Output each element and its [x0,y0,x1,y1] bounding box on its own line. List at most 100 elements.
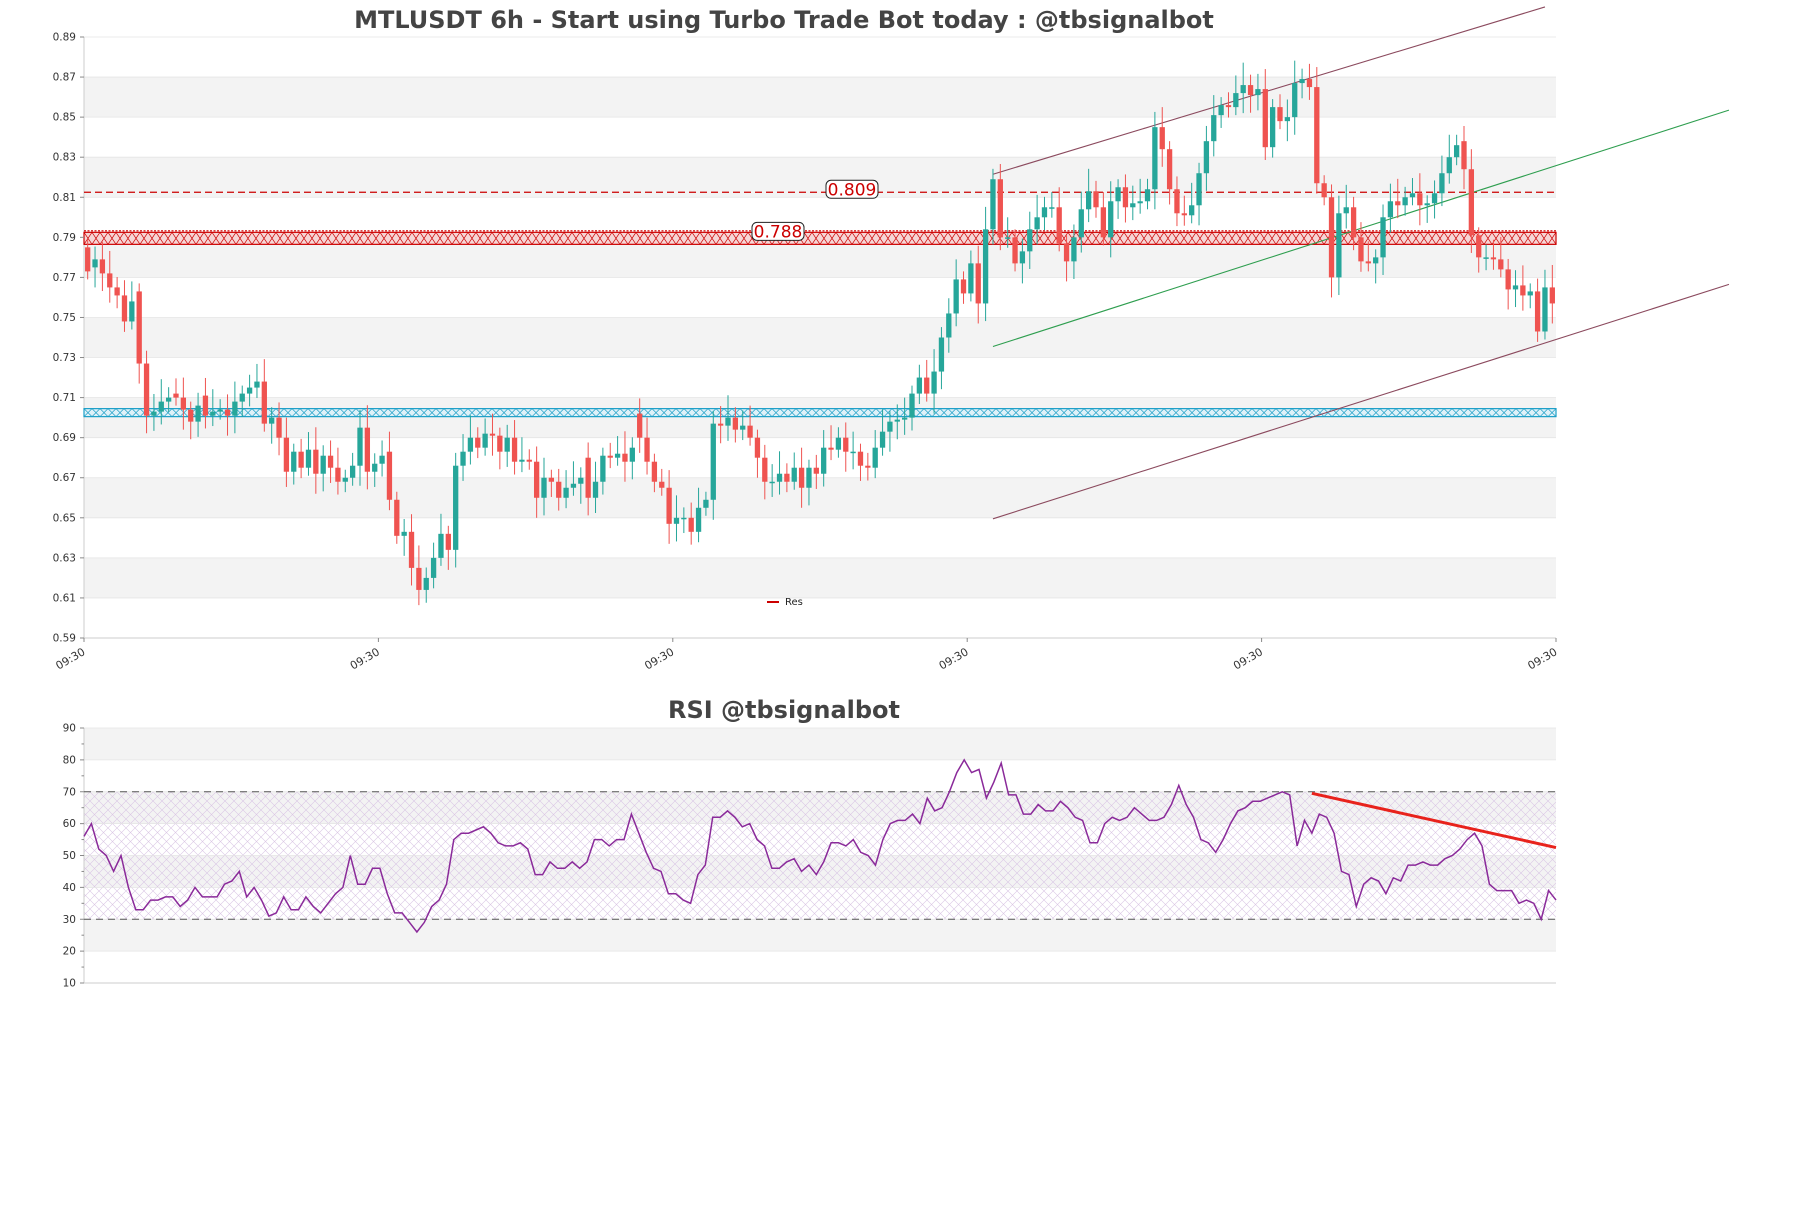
candle-down [313,449,319,474]
candle-up [629,447,635,462]
candle-down [747,425,753,438]
resistance-hatch [811,232,821,245]
candle-up [909,393,915,418]
support-hatch [131,408,141,417]
candle-down [828,447,834,450]
support-hatch [979,408,989,417]
candle-up [1343,207,1349,214]
resistance-hatch [619,232,629,245]
candle-down [688,517,694,532]
resistance-hatch [1419,232,1429,245]
price-y-tick-label: 0.63 [53,552,76,564]
resistance-hatch [515,232,525,245]
support-hatch [755,408,765,417]
resistance-hatch [123,232,133,245]
resistance-hatch [435,232,445,245]
price-band [84,317,1556,358]
candle-down [1166,149,1173,190]
price-band [84,557,1556,598]
resistance-hatch [971,232,981,245]
support-hatch [459,408,469,417]
support-hatch [299,408,309,417]
candle-down [511,437,518,462]
resistance-hatch [107,232,117,245]
candle-down [924,377,930,394]
candle-down [960,279,967,294]
resistance-hatch [1427,232,1437,245]
support-hatch [595,408,605,417]
candle-down [261,381,267,424]
candle-down [1277,107,1283,122]
support-hatch [1395,408,1405,417]
support-hatch [499,408,509,417]
candle-up [1387,201,1394,218]
support-hatch [1275,408,1285,417]
support-hatch [859,408,869,417]
resistance-hatch [499,232,509,245]
support-hatch [803,408,813,417]
candle-down [548,477,555,482]
resistance-hatch [379,232,389,245]
support-hatch [83,408,93,417]
resistance-hatch [963,232,973,245]
candle-up [291,451,297,472]
support-hatch [491,408,501,417]
support-hatch [419,408,429,417]
resistance-hatch [571,232,581,245]
resistance-hatch [691,232,701,245]
resistance-hatch [1155,232,1165,245]
candle-down [1490,257,1497,260]
resistance-hatch [115,232,125,245]
support-hatch [987,408,997,417]
resistance-hatch [579,232,589,245]
resistance-hatch [563,232,573,245]
support-hatch [955,408,965,417]
candle-up [982,229,989,304]
resistance-hatch [931,232,941,245]
resistance-hatch [1195,232,1205,245]
candle-up [769,481,775,484]
support-hatch [891,408,901,417]
support-hatch [435,408,445,417]
resistance-hatch [507,232,517,245]
support-hatch [827,408,837,417]
resistance-hatch [851,232,861,245]
candle-down [975,263,981,304]
candle-down [276,417,282,438]
resistance-hatch [1403,232,1413,245]
resistance-hatch [827,232,837,245]
resistance-hatch [675,232,685,245]
channel-upper-line [992,6,1546,175]
support-hatch [819,408,829,417]
resistance-hatch [1515,232,1525,245]
candle-down [497,435,503,452]
support-hatch [1363,408,1373,417]
support-hatch [1355,408,1365,417]
resistance-hatch [475,232,485,245]
support-hatch [1091,408,1101,417]
candle-up [1189,205,1195,216]
resistance-hatch [1043,232,1053,245]
resistance-hatch [987,232,997,245]
support-hatch [451,408,461,417]
candle-up [703,499,709,508]
support-hatch [515,408,525,417]
rsi-reference-lines [84,791,1556,920]
resistance-hatch [163,232,173,245]
candle-down [1520,285,1526,296]
support-hatch [163,408,173,417]
support-hatch [1531,408,1541,417]
resistance-hatch [339,232,349,245]
candle-up [1085,191,1092,210]
support-hatch [1139,408,1149,417]
candle-down [784,473,790,482]
support-hatch [1227,408,1237,417]
candle-up [349,465,356,478]
support-hatch [99,408,109,417]
support-hatch [931,408,941,417]
resistance-hatch [1219,232,1229,245]
resistance-hatch [667,232,677,245]
resistance-hatch [155,232,165,245]
candle-down [666,487,672,524]
rsi-y-tick-label: 50 [63,850,76,862]
